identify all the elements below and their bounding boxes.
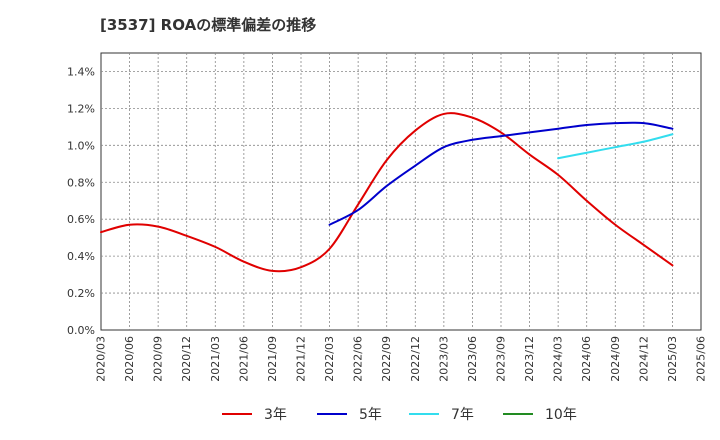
y-tick-label: 0.2% [67,287,95,300]
legend-label: 10年 [545,407,577,423]
y-tick-label: 0.4% [67,250,95,263]
legend-label: 3年 [264,407,287,423]
y-axis-ticks: 0.0% 0.2% 0.4% 0.6% 0.8% 1.0% 1.2% 1.4% [67,65,95,337]
x-tick-label: 2025/03 [666,336,679,382]
series-lines [100,112,674,273]
legend: 3年 5年 7年 10年 [222,407,577,423]
x-tick-label: 2023/12 [523,336,536,382]
y-tick-label: 1.4% [67,65,95,78]
grid [100,52,702,331]
series-line-3 [557,133,674,160]
x-tick-label: 2023/09 [495,336,508,382]
series-line-1 [100,112,674,273]
x-tick-label: 2023/03 [437,336,450,382]
x-tick-label: 2024/12 [637,336,650,382]
x-tick-label: 2020/03 [95,336,108,382]
x-tick-label: 2023/06 [466,336,479,382]
x-axis-ticks: 2020/03 2020/06 2020/09 2020/12 2021/03 2021/… [95,336,708,382]
legend-label: 7年 [451,407,474,423]
legend-label: 5年 [359,407,382,423]
y-tick-label: 1.2% [67,102,95,115]
x-tick-label: 2021/09 [266,336,279,382]
x-tick-label: 2021/03 [209,336,222,382]
x-tick-label: 2022/12 [409,336,422,382]
x-tick-label: 2024/09 [609,336,622,382]
x-tick-label: 2022/03 [323,336,336,382]
x-tick-label: 2022/09 [380,336,393,382]
series-line-2 [328,121,674,226]
x-tick-label: 2024/03 [552,336,565,382]
x-tick-label: 2025/06 [695,336,708,382]
y-tick-label: 1.0% [67,139,95,152]
x-tick-label: 2021/12 [295,336,308,382]
y-tick-label: 0.0% [67,324,95,337]
y-tick-label: 0.8% [67,176,95,189]
y-tick-label: 0.6% [67,213,95,226]
plot-area-frame [100,52,702,331]
x-tick-label: 2020/06 [123,336,136,382]
x-tick-label: 2020/12 [180,336,193,382]
x-tick-label: 2022/06 [352,336,365,382]
x-tick-label: 2024/06 [580,336,593,382]
x-tick-label: 2020/09 [152,336,165,382]
chart-title: [3537] ROAの標準偏差の推移 [100,16,317,34]
x-tick-label: 2021/06 [237,336,250,382]
